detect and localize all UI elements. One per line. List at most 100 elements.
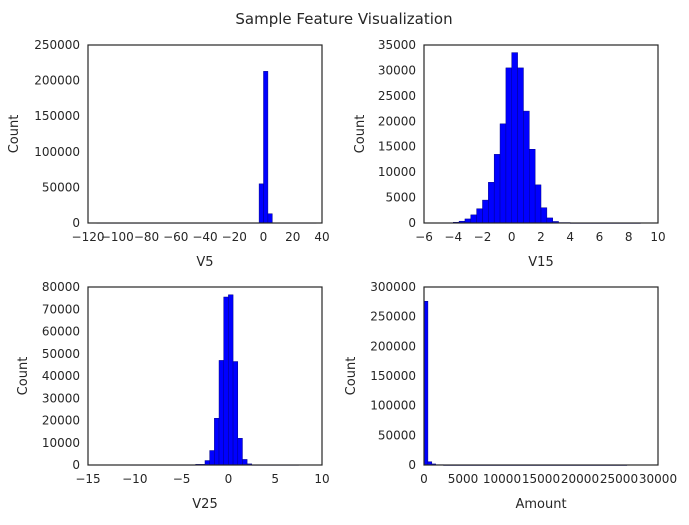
x-tick-label: 5 (271, 472, 279, 486)
x-axis-label: V5 (196, 255, 213, 270)
histogram-bar (482, 199, 489, 224)
figure-title: Sample Feature Visualization (235, 10, 452, 28)
y-tick-label: 200000 (370, 339, 416, 353)
x-tick-label: 15000 (522, 472, 560, 486)
y-tick-label: 50000 (378, 428, 416, 442)
y-tick-label: 20000 (378, 114, 416, 128)
histogram-bar (476, 208, 483, 224)
histogram-bar (546, 217, 553, 224)
x-tick-label: −2 (474, 230, 492, 244)
x-tick-label: 0 (420, 472, 428, 486)
x-tick-label: 20000 (561, 472, 599, 486)
x-tick-label: 20 (285, 230, 300, 244)
x-tick-label: 6 (596, 230, 604, 244)
y-tick-label: 250000 (34, 38, 80, 52)
y-tick-label: 0 (408, 216, 416, 230)
x-tick-label: −10 (122, 472, 147, 486)
x-axis-label: Amount (515, 497, 566, 512)
histogram-bar (223, 296, 229, 466)
y-tick-label: 250000 (370, 310, 416, 324)
x-tick-label: 8 (625, 230, 633, 244)
histogram-bar (228, 294, 234, 466)
histogram-bar (218, 360, 224, 466)
histogram-bar (534, 184, 542, 224)
x-tick-label: 40 (314, 230, 329, 244)
y-axis-label: Count (344, 357, 359, 396)
x-axis-label: V15 (528, 255, 553, 270)
x-tick-label: −15 (75, 472, 100, 486)
y-tick-label: 300000 (370, 280, 416, 294)
y-tick-label: 200000 (34, 74, 80, 88)
y-tick-label: 25000 (378, 89, 416, 103)
y-tick-label: 5000 (385, 191, 416, 205)
subplot-v5: V5 Count −120−100 −80 −60 −40 −20 0 20 40 0 50000… (7, 38, 330, 270)
plot-frame (87, 286, 323, 466)
subplot-v25: V25 Count −15 −10 −5 0 5 10 0 10000 20000 30000 40… (16, 280, 330, 512)
x-tick-label: 0 (508, 230, 516, 244)
histogram-bar (517, 67, 524, 224)
x-tick-label: −4 (444, 230, 462, 244)
x-tick-label: 4 (566, 230, 574, 244)
histogram-bar (499, 123, 507, 224)
y-tick-label: 100000 (370, 399, 416, 413)
y-tick-label: 50000 (42, 347, 80, 361)
x-tick-label: −100 (101, 230, 134, 244)
subplot-v15: V15 Count −6 −4 −2 0 2 4 6 8 10 0 5000 10000 15000 20… (353, 38, 666, 270)
y-tick-label: 30000 (378, 63, 416, 77)
y-tick-label: 35000 (378, 38, 416, 52)
y-tick-label: 150000 (370, 369, 416, 383)
histogram-bar (464, 218, 472, 224)
y-tick-label: 0 (408, 458, 416, 472)
histogram-bar (493, 154, 501, 224)
x-tick-label: 10 (314, 472, 329, 486)
subplot-amount: Amount Count 0 5000 10000 15000 20000 25000 30… (344, 280, 677, 512)
histogram-bar (237, 438, 243, 466)
x-tick-label: 5000 (448, 472, 479, 486)
x-tick-label: 30000 (639, 472, 677, 486)
histogram-bar (242, 459, 248, 466)
histogram-bar (263, 71, 269, 224)
x-tick-label: −60 (163, 230, 188, 244)
histogram-bar (214, 418, 220, 466)
y-tick-label: 20000 (42, 414, 80, 428)
y-axis-label: Count (7, 115, 22, 154)
plot-frame (423, 44, 659, 224)
y-tick-label: 0 (72, 216, 80, 230)
histogram-bar (258, 183, 264, 224)
y-tick-label: 30000 (42, 391, 80, 405)
histogram-bar (505, 67, 512, 224)
x-axis-label: V25 (192, 497, 217, 512)
y-tick-label: 15000 (378, 140, 416, 154)
plot-frame (87, 44, 323, 224)
x-tick-label: −5 (173, 472, 191, 486)
x-tick-label: −6 (415, 230, 433, 244)
y-tick-label: 50000 (42, 180, 80, 194)
x-tick-label: 25000 (600, 472, 638, 486)
histogram-bar (488, 182, 495, 224)
histogram-bar (529, 149, 536, 224)
y-tick-label: 10000 (42, 436, 80, 450)
x-tick-label: 2 (537, 230, 545, 244)
histogram-bar (523, 110, 530, 224)
x-tick-label: 10000 (483, 472, 521, 486)
histogram-bar (209, 450, 215, 466)
y-tick-label: 0 (72, 458, 80, 472)
histogram-bar (540, 207, 548, 224)
x-tick-label: −40 (192, 230, 217, 244)
histogram-bar (470, 214, 477, 224)
x-tick-label: 0 (225, 472, 233, 486)
y-tick-label: 60000 (42, 325, 80, 339)
y-tick-label: 100000 (34, 145, 80, 159)
y-tick-label: 150000 (34, 109, 80, 123)
y-tick-label: 70000 (42, 302, 80, 316)
histogram-bar (232, 361, 239, 466)
x-tick-label: 10 (650, 230, 665, 244)
histogram-bar (511, 52, 518, 224)
plot-frame (423, 286, 659, 466)
y-axis-label: Count (16, 357, 31, 396)
y-tick-label: 80000 (42, 280, 80, 294)
y-tick-label: 10000 (378, 165, 416, 179)
x-tick-label: −80 (134, 230, 159, 244)
y-tick-label: 40000 (42, 369, 80, 383)
